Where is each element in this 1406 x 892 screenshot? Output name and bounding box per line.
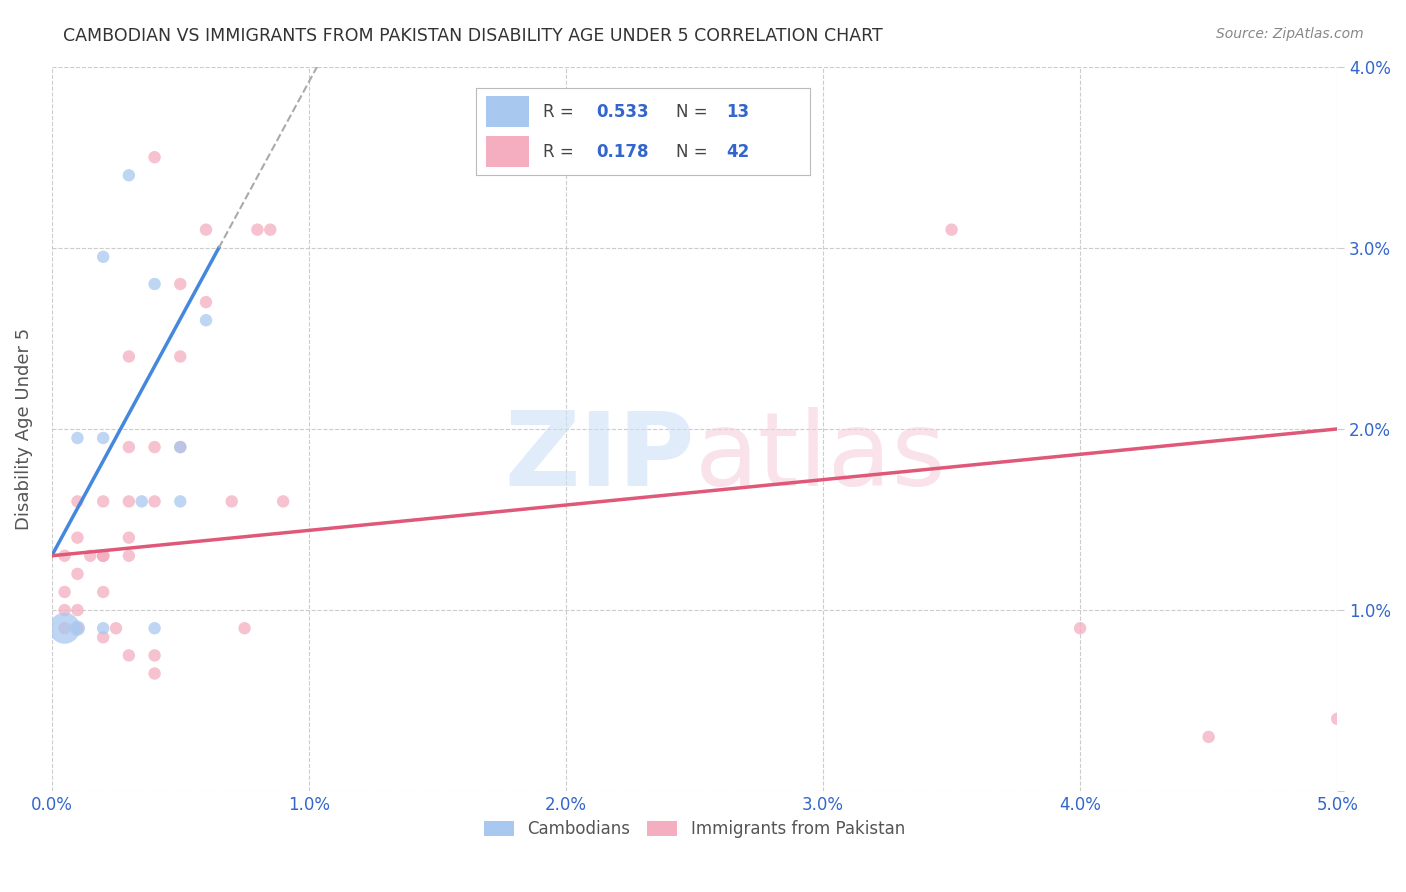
Point [143,277,166,291]
Point [66,621,89,635]
Point [91,431,114,445]
Point [118,350,141,364]
Point [53,549,76,563]
Point [246,222,269,236]
Point [1069,621,1091,635]
Point [1326,712,1348,726]
Text: CAMBODIAN VS IMMIGRANTS FROM PAKISTAN DISABILITY AGE UNDER 5 CORRELATION CHART: CAMBODIAN VS IMMIGRANTS FROM PAKISTAN DI… [63,27,883,45]
Point [91,585,114,599]
Text: Source: ZipAtlas.com: Source: ZipAtlas.com [1216,27,1364,41]
Point [195,313,218,327]
Point [143,150,166,164]
Point [53,621,76,635]
Point [91,549,114,563]
Point [271,494,294,508]
Point [195,222,218,236]
Point [66,603,89,617]
Point [143,621,166,635]
Point [118,494,141,508]
Point [118,169,141,183]
Point [66,431,89,445]
Point [259,222,281,236]
Y-axis label: Disability Age Under 5: Disability Age Under 5 [15,328,32,530]
Point [195,295,218,310]
Point [91,494,114,508]
Text: ZIP: ZIP [505,408,695,508]
Point [53,585,76,599]
Point [143,666,166,681]
Point [143,440,166,454]
Point [169,277,191,291]
Point [221,494,243,508]
Point [66,494,89,508]
Point [66,621,89,635]
Point [169,494,191,508]
Point [91,621,114,635]
Point [131,494,153,508]
Point [941,222,963,236]
Point [233,621,256,635]
Point [79,549,101,563]
Point [143,648,166,663]
Point [66,531,89,545]
Point [143,494,166,508]
Point [91,250,114,264]
Point [91,630,114,644]
Text: atlas: atlas [695,408,946,508]
Point [53,621,76,635]
Point [169,350,191,364]
Point [1198,730,1220,744]
Point [66,566,89,581]
Point [118,531,141,545]
Point [118,549,141,563]
Point [169,440,191,454]
Point [53,603,76,617]
Legend: Cambodians, Immigrants from Pakistan: Cambodians, Immigrants from Pakistan [478,814,911,845]
Point [118,440,141,454]
Point [91,549,114,563]
Point [118,648,141,663]
Point [105,621,128,635]
Point [169,440,191,454]
Point [91,549,114,563]
